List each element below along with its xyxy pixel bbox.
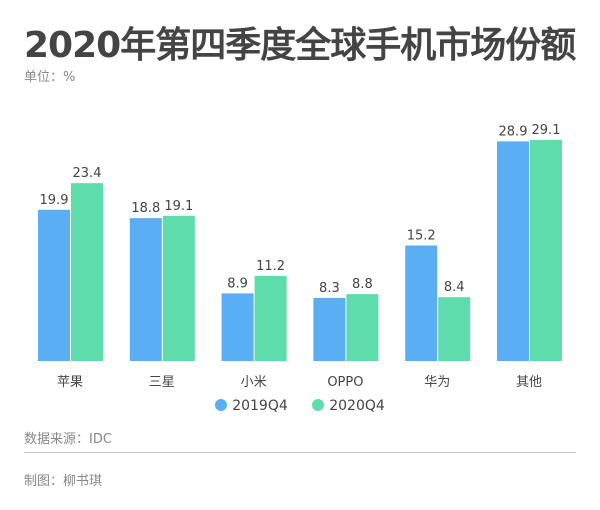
legend-item-2020[interactable]: 2020Q4	[312, 398, 385, 414]
data-label: 19.1	[164, 199, 193, 214]
legend-label: 2020Q4	[329, 398, 385, 414]
data-label: 8.8	[352, 277, 373, 292]
x-tick-label: 其他	[516, 375, 542, 390]
data-label: 18.8	[131, 201, 160, 216]
data-label: 8.9	[227, 276, 248, 291]
bar-2019Q4[interactable]	[405, 245, 438, 361]
x-tick-label: OPPO	[327, 375, 363, 390]
bar-2019Q4[interactable]	[38, 209, 70, 361]
bar-2020Q4[interactable]	[438, 297, 471, 361]
bar-chart: 19.9 23.4 苹果 18.8 19.1 三星 8.9 11.2 小米 8.3 8.8 OPPO 1…	[38, 123, 562, 390]
data-label: 28.9	[499, 124, 528, 139]
data-label: 19.9	[40, 193, 69, 208]
bar-2019Q4[interactable]	[221, 293, 254, 361]
data-label: 29.1	[532, 123, 561, 138]
legend-item-2019[interactable]: 2019Q4	[215, 398, 288, 414]
chart-title: 2020年第四季度全球手机市场份额	[24, 25, 576, 66]
data-label: 8.4	[444, 280, 465, 295]
x-tick-label: 华为	[424, 375, 450, 390]
legend-dot-icon	[215, 399, 228, 411]
bar-2020Q4[interactable]	[162, 215, 195, 361]
unit-label: 单位：%	[24, 70, 76, 85]
legend: 2019Q4 2020Q4	[0, 398, 600, 414]
x-tick-label: 小米	[241, 375, 267, 390]
data-label: 11.2	[256, 259, 285, 274]
bar-2020Q4[interactable]	[530, 139, 562, 361]
source-note: 数据来源：IDC	[24, 432, 112, 447]
author-note: 制图：柳书琪	[24, 474, 103, 489]
bar-2019Q4[interactable]	[497, 141, 529, 361]
bar-2019Q4[interactable]	[129, 218, 162, 361]
bar-2020Q4[interactable]	[254, 275, 287, 361]
bar-2020Q4[interactable]	[71, 183, 103, 361]
legend-label: 2019Q4	[232, 398, 288, 414]
data-label: 15.2	[407, 228, 436, 243]
x-tick-label: 苹果	[57, 375, 83, 390]
legend-dot-icon	[312, 399, 325, 411]
divider	[24, 452, 576, 453]
data-label: 8.3	[319, 281, 340, 296]
bar-2020Q4[interactable]	[346, 294, 379, 361]
x-tick-label: 三星	[149, 375, 175, 390]
data-label: 23.4	[73, 166, 102, 181]
bar-2019Q4[interactable]	[313, 297, 346, 361]
